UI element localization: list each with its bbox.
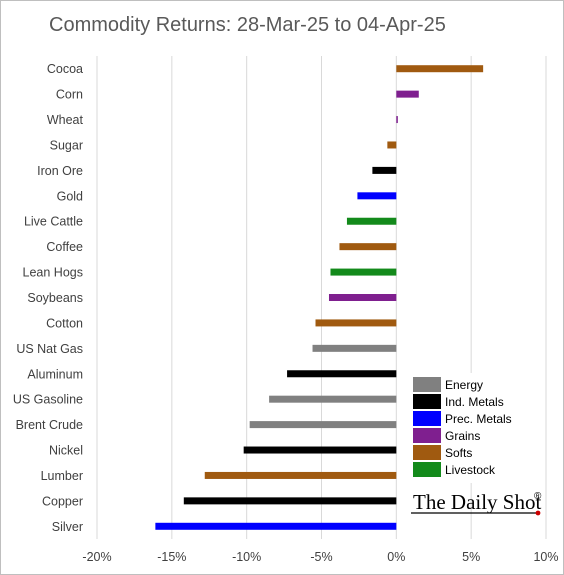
category-label: Soybeans <box>27 291 83 305</box>
category-label: Live Cattle <box>24 215 83 229</box>
chart-title: Commodity Returns: 28-Mar-25 to 04-Apr-2… <box>49 14 446 36</box>
logo-registered-mark: ® <box>534 491 542 502</box>
category-label: Silver <box>52 520 83 534</box>
bar-brent-crude <box>249 421 397 429</box>
x-tick-labels: -20% -15% -10% -5% 0% 5% 10% <box>82 550 558 564</box>
legend-swatch <box>413 377 441 392</box>
bar-us-gasoline <box>269 395 397 403</box>
legend: Energy Ind. Metals Prec. Metals Grains Softs… <box>407 373 533 483</box>
x-tick-label: -10% <box>232 550 261 564</box>
legend-swatch <box>413 445 441 460</box>
legend-label: Softs <box>445 446 472 460</box>
x-tick-label: -5% <box>310 550 332 564</box>
x-tick-label: 10% <box>533 550 558 564</box>
x-tick-label: -20% <box>82 550 111 564</box>
x-tick-label: -15% <box>157 550 186 564</box>
bar-coffee <box>339 243 397 251</box>
bar-iron-ore <box>372 166 397 174</box>
category-label: Gold <box>57 189 83 203</box>
bar-cocoa <box>396 65 484 73</box>
bar-soybeans <box>328 294 397 301</box>
legend-label: Prec. Metals <box>445 412 512 426</box>
category-label: Nickel <box>49 444 83 458</box>
category-label: Lumber <box>41 469 83 483</box>
bar-wheat <box>396 116 398 124</box>
daily-shot-logo: The Daily Shot ® <box>411 490 542 516</box>
bar-us-nat-gas <box>312 344 397 352</box>
bars <box>155 65 484 530</box>
category-label: Iron Ore <box>37 164 83 178</box>
legend-swatch <box>413 411 441 426</box>
category-label: Aluminum <box>27 367 83 381</box>
category-label: Wheat <box>47 113 84 127</box>
category-label: Sugar <box>50 138 83 152</box>
logo-text: The Daily Shot <box>413 490 541 514</box>
legend-label: Grains <box>445 429 480 443</box>
bar-corn <box>396 90 419 98</box>
x-tick-label: 0% <box>387 550 405 564</box>
category-label: Cotton <box>46 316 83 330</box>
legend-swatch <box>413 428 441 443</box>
bar-aluminum <box>287 370 397 378</box>
bar-lumber <box>204 471 397 479</box>
category-labels: Cocoa Corn Wheat Sugar Iron Ore Gold Live Catt… <box>13 62 84 534</box>
category-label: US Gasoline <box>13 393 83 407</box>
legend-swatch <box>413 394 441 409</box>
bar-silver <box>155 522 397 530</box>
category-label: Cocoa <box>47 62 83 76</box>
category-label: Coffee <box>46 240 83 254</box>
category-label: Brent Crude <box>16 418 83 432</box>
bar-sugar <box>387 141 397 149</box>
category-label: US Nat Gas <box>16 342 83 356</box>
legend-label: Livestock <box>445 463 496 477</box>
logo-dot <box>535 510 541 516</box>
bar-nickel <box>243 446 397 454</box>
legend-label: Ind. Metals <box>445 395 504 409</box>
category-label: Corn <box>56 88 83 102</box>
legend-label: Energy <box>445 378 483 392</box>
category-label: Copper <box>42 494 83 508</box>
bar-copper <box>183 497 397 505</box>
bar-lean-hogs <box>330 268 397 276</box>
x-tick-label: 5% <box>462 550 480 564</box>
bar-gold <box>357 192 397 200</box>
legend-swatch <box>413 462 441 477</box>
bar-live-cattle <box>346 217 397 225</box>
category-label: Lean Hogs <box>23 266 83 280</box>
bar-cotton <box>315 319 397 327</box>
